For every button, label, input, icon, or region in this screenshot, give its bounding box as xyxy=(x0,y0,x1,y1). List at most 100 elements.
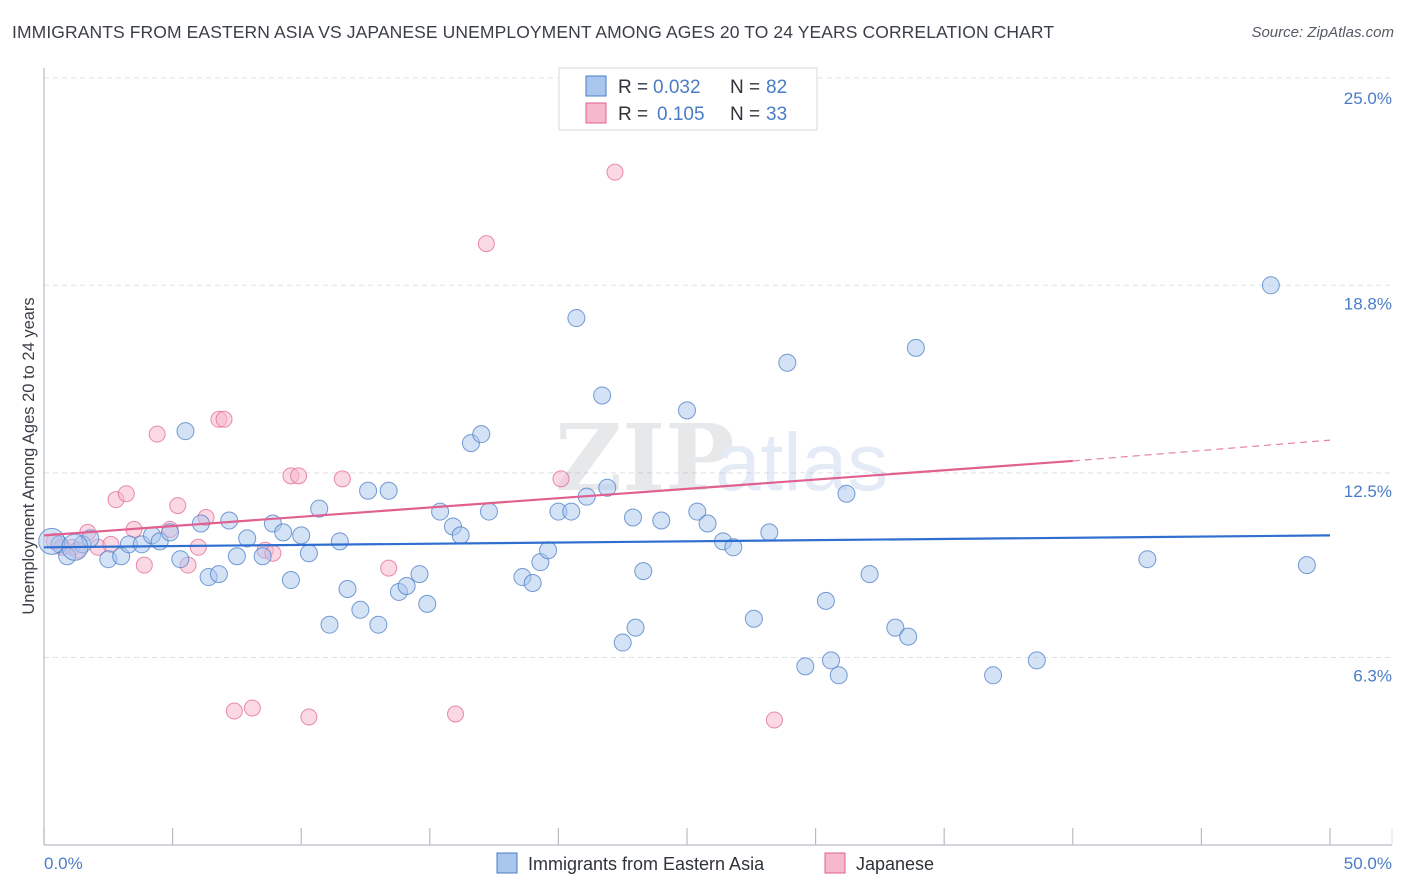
data-point-immigrants xyxy=(238,529,257,548)
data-point-immigrants xyxy=(320,615,339,634)
trend-lines xyxy=(43,439,1331,549)
data-point-immigrants xyxy=(539,541,558,560)
data-point-immigrants xyxy=(38,527,66,555)
data-point-japanese xyxy=(215,410,233,428)
gridlines xyxy=(44,77,1392,658)
y-tick-label: 6.3% xyxy=(1353,666,1392,685)
data-point-japanese xyxy=(290,467,308,485)
x-tick-label-max: 50.0% xyxy=(1344,854,1392,873)
data-point-japanese xyxy=(477,235,495,253)
data-point-immigrants xyxy=(778,353,797,372)
bottom-legend-swatch-pink xyxy=(824,852,846,874)
legend-swatch-blue xyxy=(585,75,607,97)
y-axis-label: Unemployment Among Ages 20 to 24 years xyxy=(20,297,38,614)
data-point-immigrants xyxy=(1027,651,1046,670)
data-point-immigrants xyxy=(523,574,542,593)
data-point-immigrants xyxy=(906,338,925,357)
data-point-immigrants xyxy=(652,511,671,530)
data-point-immigrants xyxy=(984,666,1003,685)
trend-line-immigrants xyxy=(43,534,1331,549)
legend-n-value-1: 82 xyxy=(766,77,787,98)
data-point-japanese xyxy=(243,699,261,717)
data-point-japanese xyxy=(135,556,153,574)
data-point-japanese xyxy=(117,485,135,503)
data-point-immigrants xyxy=(310,499,329,518)
data-point-immigrants xyxy=(562,502,581,521)
data-point-immigrants xyxy=(724,538,743,557)
legend-n-label-2: N = xyxy=(730,104,760,125)
data-point-immigrants xyxy=(338,579,357,598)
x-axis-ticks xyxy=(43,828,1393,845)
data-point-immigrants xyxy=(274,523,293,542)
data-point-immigrants xyxy=(822,651,841,670)
legend-n-label-1: N = xyxy=(730,77,760,98)
data-point-japanese xyxy=(606,163,624,181)
data-point-immigrants xyxy=(281,571,300,590)
bottom-legend: Immigrants from Eastern Asia Japanese xyxy=(496,852,934,874)
data-point-immigrants xyxy=(379,481,398,500)
data-point-japanese xyxy=(447,705,465,723)
data-point-immigrants xyxy=(899,627,918,646)
legend-r-label-1: R = xyxy=(618,77,648,98)
data-point-immigrants xyxy=(626,618,645,637)
data-point-immigrants xyxy=(176,422,195,441)
chart-title: IMMIGRANTS FROM EASTERN ASIA VS JAPANESE… xyxy=(12,22,1055,42)
data-point-immigrants xyxy=(744,609,763,628)
data-point-immigrants xyxy=(359,481,378,500)
data-point-immigrants xyxy=(837,484,856,503)
legend-r-value-1: 0.032 xyxy=(653,77,701,98)
legend-swatch-pink xyxy=(585,102,607,124)
data-point-immigrants xyxy=(698,514,717,533)
y-tick-label: 25.0% xyxy=(1344,89,1392,108)
data-point-immigrants xyxy=(451,526,470,545)
trend-line-japanese xyxy=(43,459,1073,537)
data-point-japanese xyxy=(148,425,166,443)
data-point-immigrants xyxy=(860,565,879,584)
watermark-atlas: atlas xyxy=(715,417,888,508)
data-point-immigrants xyxy=(479,502,498,521)
legend-n-value-2: 33 xyxy=(766,104,787,125)
data-point-immigrants xyxy=(598,478,617,497)
legend-r-value-2: 0.105 xyxy=(657,104,705,125)
data-point-immigrants xyxy=(829,666,848,685)
data-point-immigrants xyxy=(593,386,612,405)
data-point-immigrants xyxy=(623,508,642,527)
x-tick-label-min: 0.0% xyxy=(44,854,83,873)
y-tick-label: 12.5% xyxy=(1344,482,1392,501)
y-axis-tick-labels: 6.3% 12.5% 18.8% 25.0% xyxy=(1344,89,1392,685)
data-point-immigrants xyxy=(1297,556,1316,575)
source-label: Source: ZipAtlas.com xyxy=(1251,24,1394,41)
data-point-immigrants xyxy=(613,633,632,652)
data-point-immigrants xyxy=(1138,550,1157,569)
data-point-japanese xyxy=(225,702,243,720)
data-point-immigrants xyxy=(886,618,905,637)
legend-box: R = 0.032 N = 82 R = 0.105 N = 33 xyxy=(558,67,818,131)
data-point-immigrants xyxy=(209,565,228,584)
data-point-japanese xyxy=(380,559,398,577)
data-point-immigrants xyxy=(816,591,835,610)
data-point-japanese xyxy=(333,470,351,488)
data-point-immigrants xyxy=(369,615,388,634)
data-point-japanese xyxy=(765,711,783,729)
data-point-immigrants xyxy=(299,544,318,563)
data-point-immigrants xyxy=(688,502,707,521)
data-point-immigrants xyxy=(634,562,653,581)
data-point-immigrants xyxy=(567,309,586,328)
data-point-japanese xyxy=(169,497,187,515)
data-point-immigrants xyxy=(397,576,416,595)
data-point-immigrants xyxy=(410,565,429,584)
data-point-immigrants xyxy=(1261,276,1280,295)
data-point-immigrants xyxy=(330,532,349,551)
data-point-immigrants xyxy=(678,401,696,420)
bottom-legend-label-1: Immigrants from Eastern Asia xyxy=(528,854,765,874)
data-point-immigrants xyxy=(227,547,246,566)
bottom-legend-label-2: Japanese xyxy=(856,854,934,874)
legend-r-label-2: R = xyxy=(618,104,648,125)
data-point-immigrants xyxy=(171,550,190,569)
data-point-immigrants xyxy=(796,657,815,676)
data-point-immigrants xyxy=(472,425,491,444)
bottom-legend-swatch-blue xyxy=(496,852,518,874)
data-point-immigrants xyxy=(253,547,272,566)
data-point-immigrants xyxy=(161,523,180,542)
